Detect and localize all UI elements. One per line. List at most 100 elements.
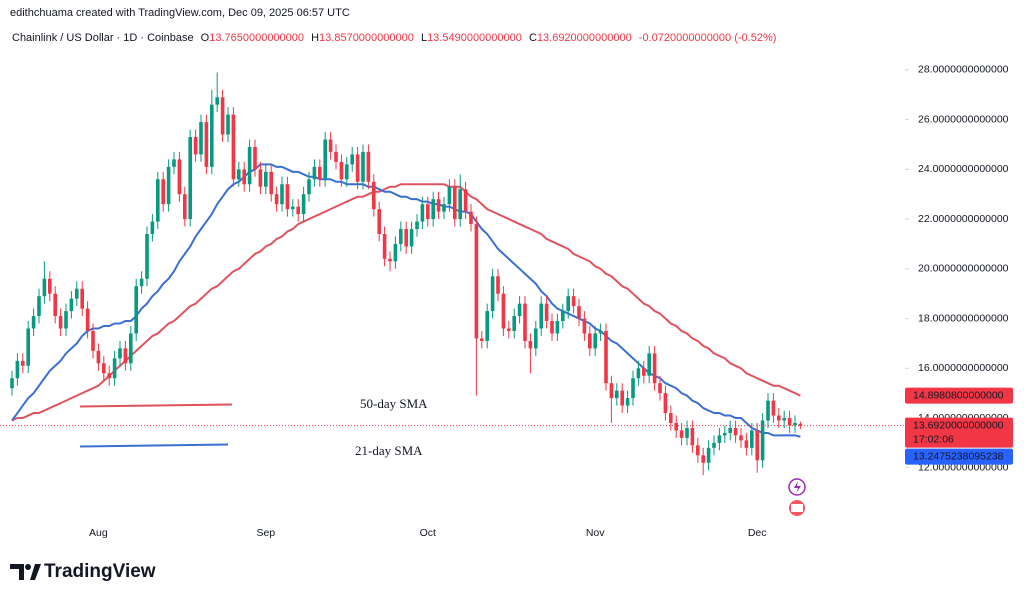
candle-body	[733, 427, 738, 436]
candle-body	[663, 393, 668, 414]
candle-body	[361, 151, 365, 182]
candle-body	[123, 348, 128, 364]
change: -0.0720000000000 (-0.52%)	[639, 32, 777, 44]
candle-body	[85, 308, 90, 331]
candle-body	[31, 316, 36, 329]
candle-body	[690, 427, 695, 446]
ohlc-value: 13.7650000000000	[209, 32, 304, 44]
y-tick-label: 16.0000000000000	[918, 362, 1009, 374]
plot: 12.000000000000014.000000000000016.00000…	[0, 64, 1013, 539]
candle-body	[474, 224, 479, 339]
chart-title: Chainlink / US Dollar · 1D · Coinbase	[12, 32, 194, 44]
candle-body	[247, 146, 252, 185]
candle-body	[728, 427, 732, 433]
candle-body	[215, 97, 219, 105]
candle-body	[658, 383, 662, 394]
ohlc-key: O	[201, 32, 210, 44]
candle-body	[615, 390, 619, 399]
candle-body	[372, 181, 376, 210]
candle-body	[183, 194, 187, 220]
candle-body	[21, 360, 25, 366]
candle-body	[679, 430, 684, 438]
candle-body	[15, 360, 20, 379]
candle-body	[172, 159, 176, 167]
candle-body	[539, 303, 543, 329]
candle-body	[345, 164, 349, 180]
candle-body	[102, 363, 106, 374]
candle-body	[48, 278, 52, 294]
candle-body	[355, 154, 360, 182]
candle-body	[237, 169, 241, 180]
ohlc-key: H	[311, 32, 319, 44]
candle-body	[26, 328, 30, 366]
candle-body	[231, 114, 236, 180]
candle-body	[588, 333, 592, 349]
candle-body	[285, 184, 290, 210]
x-tick-label: Aug	[89, 527, 108, 539]
candle-body	[582, 318, 587, 334]
candle-body	[566, 296, 570, 312]
candle-body	[555, 321, 560, 334]
candle-body	[528, 340, 533, 349]
candle-body	[199, 122, 203, 155]
candle-body	[712, 442, 716, 448]
candle-body	[517, 303, 522, 317]
price-tag	[905, 417, 1013, 448]
candle-body	[366, 151, 371, 182]
candle-body	[755, 430, 759, 461]
candle-body	[328, 139, 333, 152]
candle-body	[37, 296, 41, 317]
candle-body	[750, 430, 754, 448]
candle-body	[415, 221, 419, 230]
y-tick-label: 22.0000000000000	[918, 213, 1009, 225]
candle-body	[496, 276, 500, 294]
candle-body	[544, 303, 549, 322]
candle-body	[523, 303, 527, 341]
candle-body	[193, 137, 198, 155]
candle-body	[166, 166, 171, 205]
candle-body	[58, 316, 63, 329]
candle-body	[766, 400, 770, 421]
candle-body	[652, 353, 657, 384]
candle-body	[388, 258, 392, 262]
candle-body	[777, 415, 781, 421]
candle-body	[685, 427, 689, 438]
candle-body	[447, 186, 452, 205]
candle-body	[107, 373, 111, 379]
candle-body	[512, 316, 516, 331]
candle-body	[150, 221, 155, 234]
candle-body	[625, 398, 630, 406]
candle-body	[717, 435, 722, 443]
candle-body	[242, 169, 246, 185]
symbol-legend: Chainlink / US Dollar · 1D · Coinbase O1…	[12, 32, 776, 44]
candle-body	[636, 368, 641, 379]
countdown: 17:02:06	[913, 433, 954, 445]
candle-body	[577, 306, 581, 319]
price-tag-label: 14.8980800000000	[913, 389, 1004, 401]
candle-body	[706, 447, 711, 463]
y-tick-label: 20.0000000000000	[918, 263, 1009, 275]
candle-body	[399, 229, 403, 244]
candle-body	[798, 423, 803, 426]
candle-body	[139, 278, 144, 287]
sma-annotation: 50-day SMA	[360, 396, 428, 411]
annotation-line	[79, 403, 233, 408]
brand-name: TradingView	[44, 561, 156, 582]
y-tick-label: 18.0000000000000	[918, 312, 1009, 324]
candle-body	[96, 350, 101, 364]
ohlc-key: C	[529, 32, 537, 44]
candle-body	[64, 311, 68, 329]
ohlc-value: 13.5490000000000	[427, 32, 522, 44]
economic-icon-glyph	[791, 504, 803, 512]
candle-body	[253, 146, 257, 170]
candle-body	[112, 358, 117, 379]
candle-body	[258, 169, 263, 187]
candle-body	[593, 333, 597, 349]
candle-body	[420, 204, 425, 222]
price-tag	[905, 387, 1013, 404]
candle-body	[177, 159, 182, 195]
ohlc-value: 13.8570000000000	[319, 32, 414, 44]
candle-body	[696, 445, 700, 456]
candle-body	[301, 194, 306, 215]
